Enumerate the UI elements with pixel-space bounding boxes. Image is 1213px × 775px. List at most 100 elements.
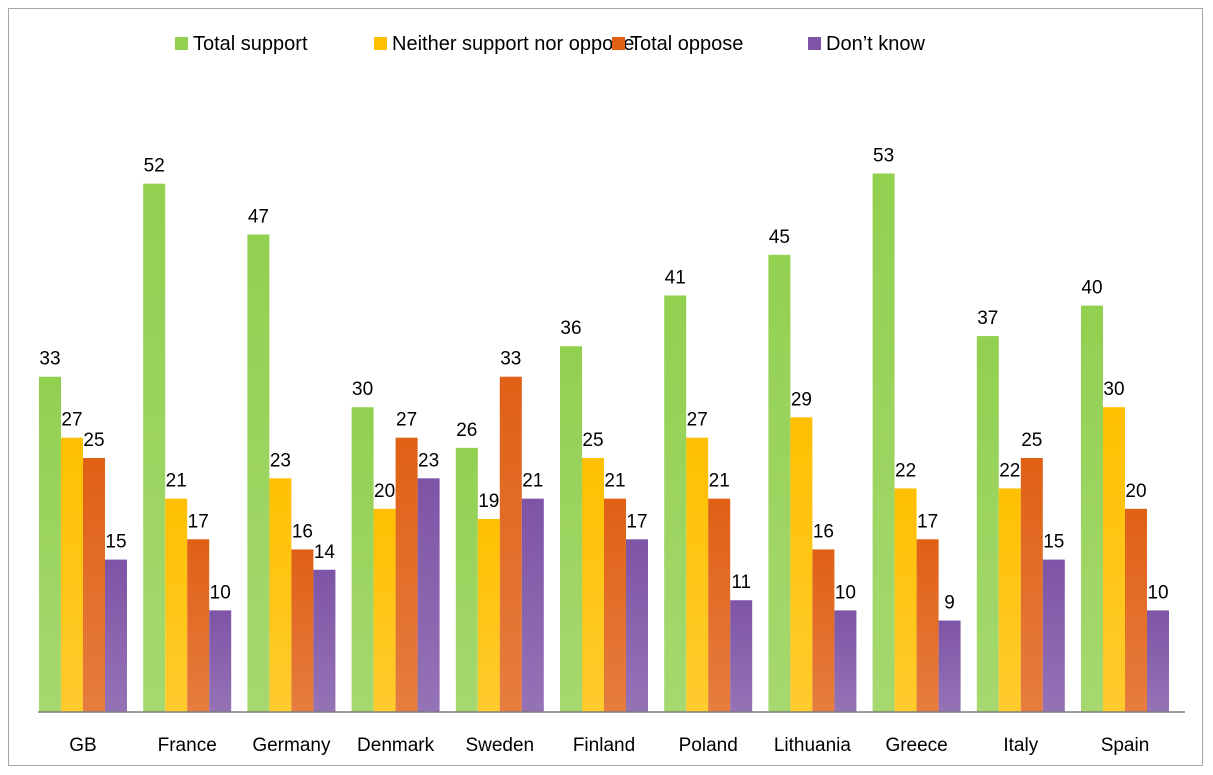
data-label-gb-neither-support-nor-oppose: 27 (61, 410, 82, 431)
data-label-poland-don-t-know: 11 (731, 572, 751, 593)
bar-gb-neither-support-nor-oppose (61, 437, 83, 712)
bar-france-neither-support-nor-oppose (165, 498, 188, 712)
data-label-poland-total-support: 41 (665, 267, 686, 288)
data-label-sweden-total-oppose: 33 (500, 349, 521, 370)
data-label-italy-neither-support-nor-oppose: 22 (999, 460, 1020, 481)
bar-denmark-don-t-know (417, 478, 440, 712)
bar-denmark-neither-support-nor-oppose (373, 508, 396, 712)
bar-finland-don-t-know (626, 539, 648, 712)
x-tick-sweden: Sweden (465, 735, 534, 756)
bar-lithuania-neither-support-nor-oppose (790, 417, 813, 712)
data-label-gb-total-oppose: 25 (83, 430, 104, 451)
data-label-denmark-total-oppose: 27 (396, 410, 417, 431)
data-label-denmark-total-support: 30 (352, 379, 373, 400)
data-label-lithuania-don-t-know: 10 (835, 582, 856, 603)
data-label-france-total-oppose: 17 (188, 511, 209, 532)
data-label-greece-total-oppose: 17 (917, 511, 938, 532)
x-tick-greece: Greece (885, 735, 947, 756)
data-label-poland-neither-support-nor-oppose: 27 (687, 410, 708, 431)
data-label-lithuania-total-oppose: 16 (813, 521, 834, 542)
bar-sweden-total-support (455, 447, 478, 712)
bar-greece-neither-support-nor-oppose (894, 488, 917, 712)
x-tick-denmark: Denmark (357, 735, 435, 756)
data-label-finland-total-oppose: 21 (604, 471, 625, 492)
bar-lithuania-total-oppose (812, 549, 835, 712)
bar-spain-total-support (1081, 305, 1103, 712)
data-label-spain-neither-support-nor-oppose: 30 (1103, 379, 1124, 400)
bar-gb-total-oppose (83, 458, 105, 712)
data-label-france-don-t-know: 10 (210, 582, 231, 603)
bar-denmark-total-support (351, 407, 374, 712)
legend-label-don-t-know: Don’t know (826, 33, 925, 55)
legend-label-total-oppose: Total oppose (630, 33, 743, 55)
bar-poland-total-support (664, 295, 687, 712)
data-label-denmark-neither-support-nor-oppose: 20 (374, 481, 395, 502)
x-tick-italy: Italy (1003, 735, 1038, 756)
legend: Total support Neither support nor opposeT… (175, 33, 925, 55)
x-tick-gb: GB (69, 735, 96, 756)
data-label-sweden-don-t-know: 21 (522, 471, 543, 492)
bar-finland-total-support (560, 346, 582, 712)
data-label-greece-total-support: 53 (873, 146, 894, 167)
legend-label-total-support: Total support (193, 33, 308, 55)
data-label-finland-total-support: 36 (560, 318, 581, 339)
legend-swatch-neither-support-nor-oppose (374, 37, 387, 50)
bar-gb-total-support (39, 376, 61, 712)
bar-denmark-total-oppose (395, 437, 418, 712)
data-label-spain-don-t-know: 10 (1147, 582, 1168, 603)
bar-gb-don-t-know (105, 559, 127, 712)
legend-swatch-total-support (175, 37, 188, 50)
data-label-germany-total-support: 47 (248, 206, 269, 227)
data-label-denmark-don-t-know: 23 (418, 450, 439, 471)
data-label-spain-total-oppose: 20 (1125, 481, 1146, 502)
data-label-italy-total-support: 37 (977, 308, 998, 329)
bar-spain-don-t-know (1147, 610, 1169, 712)
data-label-finland-don-t-know: 17 (626, 511, 647, 532)
bars (39, 173, 1169, 713)
data-labels: 3327251552211710472316143020272326193321… (39, 146, 1168, 614)
data-label-lithuania-total-support: 45 (769, 227, 790, 248)
bar-poland-total-oppose (708, 498, 731, 712)
bar-italy-neither-support-nor-oppose (998, 488, 1021, 712)
bar-finland-neither-support-nor-oppose (582, 458, 604, 712)
x-tick-poland: Poland (679, 735, 738, 756)
bar-italy-don-t-know (1042, 559, 1065, 712)
bar-sweden-neither-support-nor-oppose (477, 518, 500, 712)
data-label-sweden-total-support: 26 (456, 420, 477, 441)
data-label-italy-total-oppose: 25 (1021, 430, 1042, 451)
bar-greece-don-t-know (938, 620, 961, 712)
bar-lithuania-total-support (768, 254, 791, 713)
data-label-poland-total-oppose: 21 (709, 471, 730, 492)
data-label-germany-neither-support-nor-oppose: 23 (270, 450, 291, 471)
data-label-gb-total-support: 33 (39, 349, 60, 370)
bar-poland-neither-support-nor-oppose (686, 437, 709, 712)
x-tick-france: France (158, 735, 217, 756)
legend-swatch-total-oppose (612, 37, 625, 50)
bar-germany-neither-support-nor-oppose (269, 478, 292, 712)
bar-greece-total-support (872, 173, 895, 712)
bar-italy-total-oppose (1020, 458, 1043, 712)
bar-france-total-support (143, 183, 166, 712)
bar-germany-total-support (247, 234, 270, 713)
data-label-italy-don-t-know: 15 (1043, 532, 1064, 553)
data-label-spain-total-support: 40 (1081, 278, 1102, 299)
legend-label-neither-support-nor-oppose: Neither support nor oppose (392, 33, 634, 55)
bar-spain-neither-support-nor-oppose (1103, 407, 1125, 712)
bar-finland-total-oppose (604, 498, 626, 712)
bar-greece-total-oppose (916, 539, 939, 712)
data-label-lithuania-neither-support-nor-oppose: 29 (791, 389, 812, 410)
data-label-gb-don-t-know: 15 (105, 532, 126, 553)
bar-sweden-don-t-know (521, 498, 544, 712)
data-label-sweden-neither-support-nor-oppose: 19 (478, 491, 499, 512)
legend-swatch-don-t-know (808, 37, 821, 50)
bar-italy-total-support (976, 336, 999, 712)
bar-poland-don-t-know (730, 600, 753, 712)
x-tick-labels: GB France Germany Denmark Sweden Finland Polan… (69, 735, 1149, 756)
data-label-germany-total-oppose: 16 (292, 521, 313, 542)
x-tick-lithuania: Lithuania (774, 735, 852, 756)
data-label-finland-neither-support-nor-oppose: 25 (582, 430, 603, 451)
x-tick-spain: Spain (1101, 735, 1150, 756)
data-label-greece-neither-support-nor-oppose: 22 (895, 460, 916, 481)
data-label-france-total-support: 52 (144, 156, 165, 177)
